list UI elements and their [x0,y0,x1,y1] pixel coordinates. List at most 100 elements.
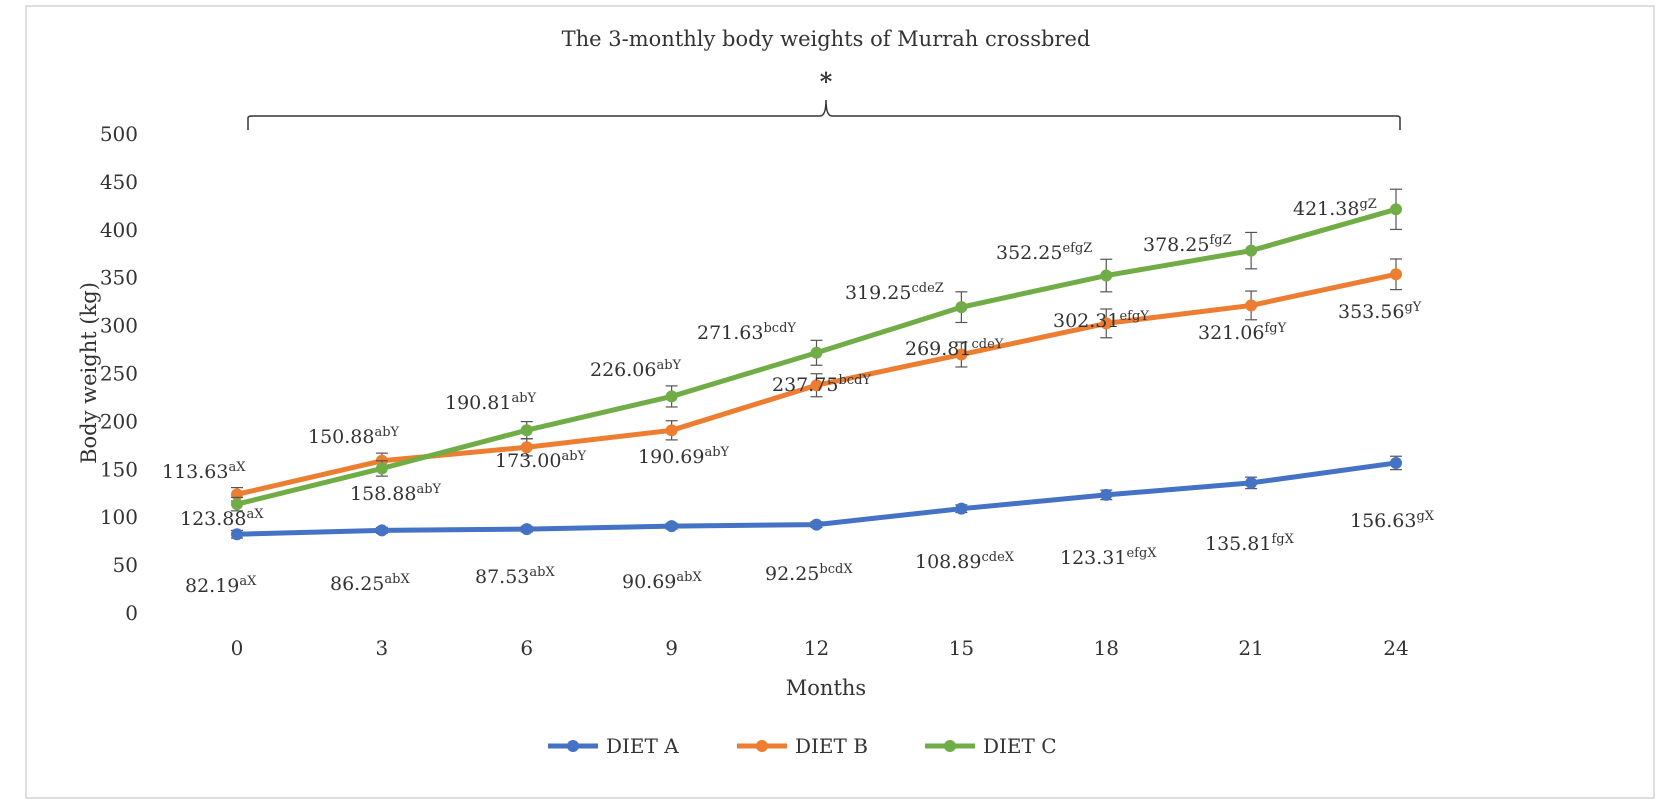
data-label-value: 302.31 [1053,310,1119,332]
data-label-superscript: bcdX [819,562,853,577]
data-point [520,424,533,437]
data-point [231,528,243,541]
data-point [810,518,823,531]
data-label: 86.25abX [330,572,410,595]
data-point [955,502,968,515]
data-label: 156.63gX [1350,509,1435,532]
data-label-value: 150.88 [308,426,374,448]
data-label-value: 135.81 [1205,533,1271,555]
data-point [375,462,388,475]
data-label-value: 269.81 [905,338,971,360]
data-label-value: 271.63 [697,322,763,344]
x-tick-label: 9 [665,636,678,660]
data-point [1245,476,1258,489]
data-label: 108.89cdeX [915,550,1015,573]
series-diet-a [231,455,1402,541]
data-label-value: 158.88 [350,483,416,505]
data-label-superscript: cdeY [971,337,1003,352]
legend-label: DIET C [983,734,1057,758]
data-label-value: 378.25 [1143,234,1209,256]
x-tick-label: 0 [231,636,244,660]
data-label: 319.25cdeZ [845,281,944,304]
data-label: 123.88aX [180,507,264,530]
data-label-superscript: aX [228,460,246,475]
data-label-value: 87.53 [475,566,529,588]
data-label-value: 319.25 [845,282,911,304]
y-tick-label: 100 [100,505,138,529]
data-label-value: 123.88 [180,508,246,530]
data-label-superscript: abX [676,570,702,585]
data-label-superscript: fgY [1264,321,1286,336]
y-tick-label: 200 [100,409,138,433]
data-label-value: 226.06 [590,359,656,381]
data-label-superscript: gX [1416,509,1434,524]
data-label: 90.69abX [622,570,702,593]
data-label-value: 123.31 [1060,547,1126,569]
data-label-value: 353.56 [1338,301,1404,323]
chart-title: The 3-monthly body weights of Murrah cro… [562,27,1091,51]
data-label-superscript: abX [384,572,410,587]
y-tick-label: 50 [113,553,138,577]
data-label-value: 156.63 [1350,510,1416,532]
y-tick-label: 350 [100,266,138,290]
data-label-superscript: abX [529,565,555,580]
data-label-superscript: fgX [1271,532,1294,547]
significance-marker: * [820,67,833,96]
data-label-superscript: abY [561,449,586,464]
chart-border [25,5,1655,799]
data-point [810,379,823,392]
data-label-value: 352.25 [996,242,1062,264]
x-tick-label: 24 [1383,636,1408,660]
data-label: 321.06fgY [1198,321,1287,344]
data-label-value: 82.19 [185,575,239,597]
data-label-superscript: abY [656,358,681,373]
data-point [1245,244,1258,257]
data-point [1100,317,1113,330]
data-label-superscript: bcdY [838,373,871,388]
data-point [1390,268,1402,281]
data-point [955,348,968,361]
data-point [1100,269,1113,282]
data-label-superscript: abY [416,482,441,497]
data-label: 378.25fgZ [1143,233,1232,256]
data-label: 190.69abY [638,445,730,468]
data-label-superscript: gY [1404,300,1421,315]
y-tick-label: 0 [125,601,138,625]
data-label-superscript: abY [511,391,536,406]
y-tick-label: 250 [100,362,138,386]
data-point [520,441,533,454]
legend-label: DIET A [606,734,679,758]
x-tick-label: 6 [520,636,533,660]
data-label: 237.75bcdY [772,373,871,396]
data-label-value: 90.69 [622,571,676,593]
data-label-value: 421.38 [1293,198,1359,220]
data-label-superscript: aX [239,574,257,589]
legend-item: DIET C [925,734,1057,758]
data-label-value: 108.89 [915,551,981,573]
y-axis-label: Body weight (kg) [77,282,101,464]
legend-item: DIET B [737,734,868,758]
x-tick-label: 21 [1238,636,1263,660]
data-label-superscript: gZ [1359,197,1376,212]
y-tick-label: 400 [100,218,138,242]
data-label-superscript: cdeZ [911,281,943,296]
data-label-value: 92.25 [765,563,819,585]
data-label-superscript: efgZ [1062,241,1092,256]
data-point [520,523,533,536]
legend-marker [944,740,956,752]
x-tick-label: 12 [804,636,829,660]
y-tick-label: 150 [100,457,138,481]
data-label: 226.06abY [590,358,682,381]
data-label-value: 237.75 [772,374,838,396]
data-label: 352.25efgZ [996,241,1092,264]
data-label-superscript: efgX [1126,546,1157,561]
legend-item: DIET A [548,734,679,758]
data-label-value: 86.25 [330,573,384,595]
data-label: 123.31efgX [1060,546,1157,569]
data-label: 421.38gZ [1293,197,1377,220]
data-label: 190.81abY [445,391,537,414]
data-point [665,390,678,403]
data-point [1390,203,1402,216]
data-label-value: 173.00 [495,450,561,472]
data-label-value: 190.81 [445,392,511,414]
